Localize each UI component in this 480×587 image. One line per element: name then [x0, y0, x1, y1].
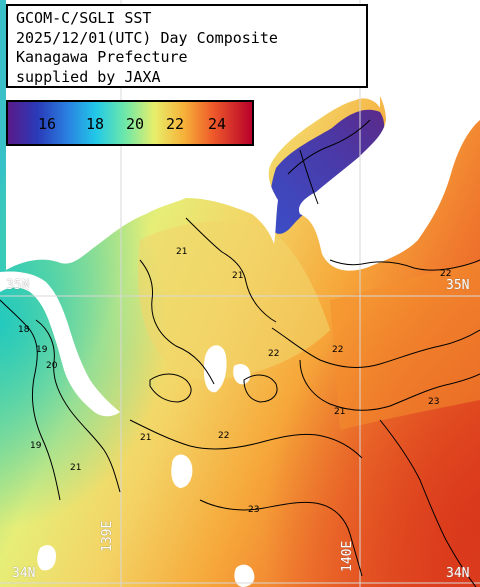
isotherm-label: 23 — [428, 397, 439, 407]
central-waters — [138, 221, 330, 380]
title-line-supplier: supplied by JAXA — [16, 67, 161, 86]
isotherm-label: 21 — [70, 463, 81, 473]
isotherm-label: 19 — [36, 345, 48, 355]
isotherm-labels: 18 19 20 20 21 21 22 22 22 22 21 23 21 2… — [18, 247, 451, 515]
land-izu — [0, 271, 120, 417]
title-box: GCOM-C/SGLI SST 2025/12/01(UTC) Day Comp… — [6, 4, 368, 88]
isotherm-label: 23 — [248, 505, 259, 515]
isotherm-label: 22 — [440, 269, 451, 279]
island-toshima — [171, 454, 193, 488]
tokyo-bay — [269, 109, 385, 234]
lat-label-34n-west: 34N — [12, 566, 36, 581]
colorbar-label: 16 — [38, 115, 57, 133]
title-line-date: 2025/12/01(UTC) Day Composite — [16, 28, 278, 47]
lon-label-140e: 140E — [340, 540, 355, 572]
isotherm-label: 18 — [18, 325, 30, 335]
land-northeast — [440, 0, 480, 20]
isotherm-label: 21 — [176, 247, 187, 257]
island-small-1 — [233, 364, 251, 385]
lat-label-35n-east: 35N — [446, 278, 470, 293]
isotherm-label: 22 — [218, 431, 229, 441]
colorbar-label: 20 — [126, 115, 145, 133]
isotherm-label: 20 — [46, 361, 58, 371]
isotherm-label: 22 — [332, 345, 343, 355]
colorbar-label: 22 — [166, 115, 185, 133]
island-southwest — [37, 545, 56, 571]
lon-label-139e: 139E — [100, 520, 115, 552]
isotherm-label: 21 — [334, 407, 345, 417]
isotherm-label: 21 — [140, 433, 151, 443]
isotherm-label: 21 — [232, 271, 243, 281]
island-miyake — [234, 564, 255, 587]
title-line-region: Kanagawa Prefecture — [16, 48, 188, 66]
lat-label-35n-west: 35N — [6, 278, 30, 293]
title-line-product: GCOM-C/SGLI SST — [16, 9, 152, 27]
warm-band — [330, 262, 480, 430]
colorbar-label: 24 — [208, 115, 227, 133]
isotherm-label: 19 — [30, 441, 42, 451]
lat-label-34n-east: 34N — [446, 566, 470, 581]
land-boso — [298, 0, 480, 271]
colorbar-label: 18 — [86, 115, 105, 133]
colorbar: 16 18 20 22 24 — [6, 100, 254, 146]
isotherms — [0, 119, 480, 587]
island-oshima — [204, 345, 227, 393]
isotherm-label: 22 — [268, 349, 279, 359]
